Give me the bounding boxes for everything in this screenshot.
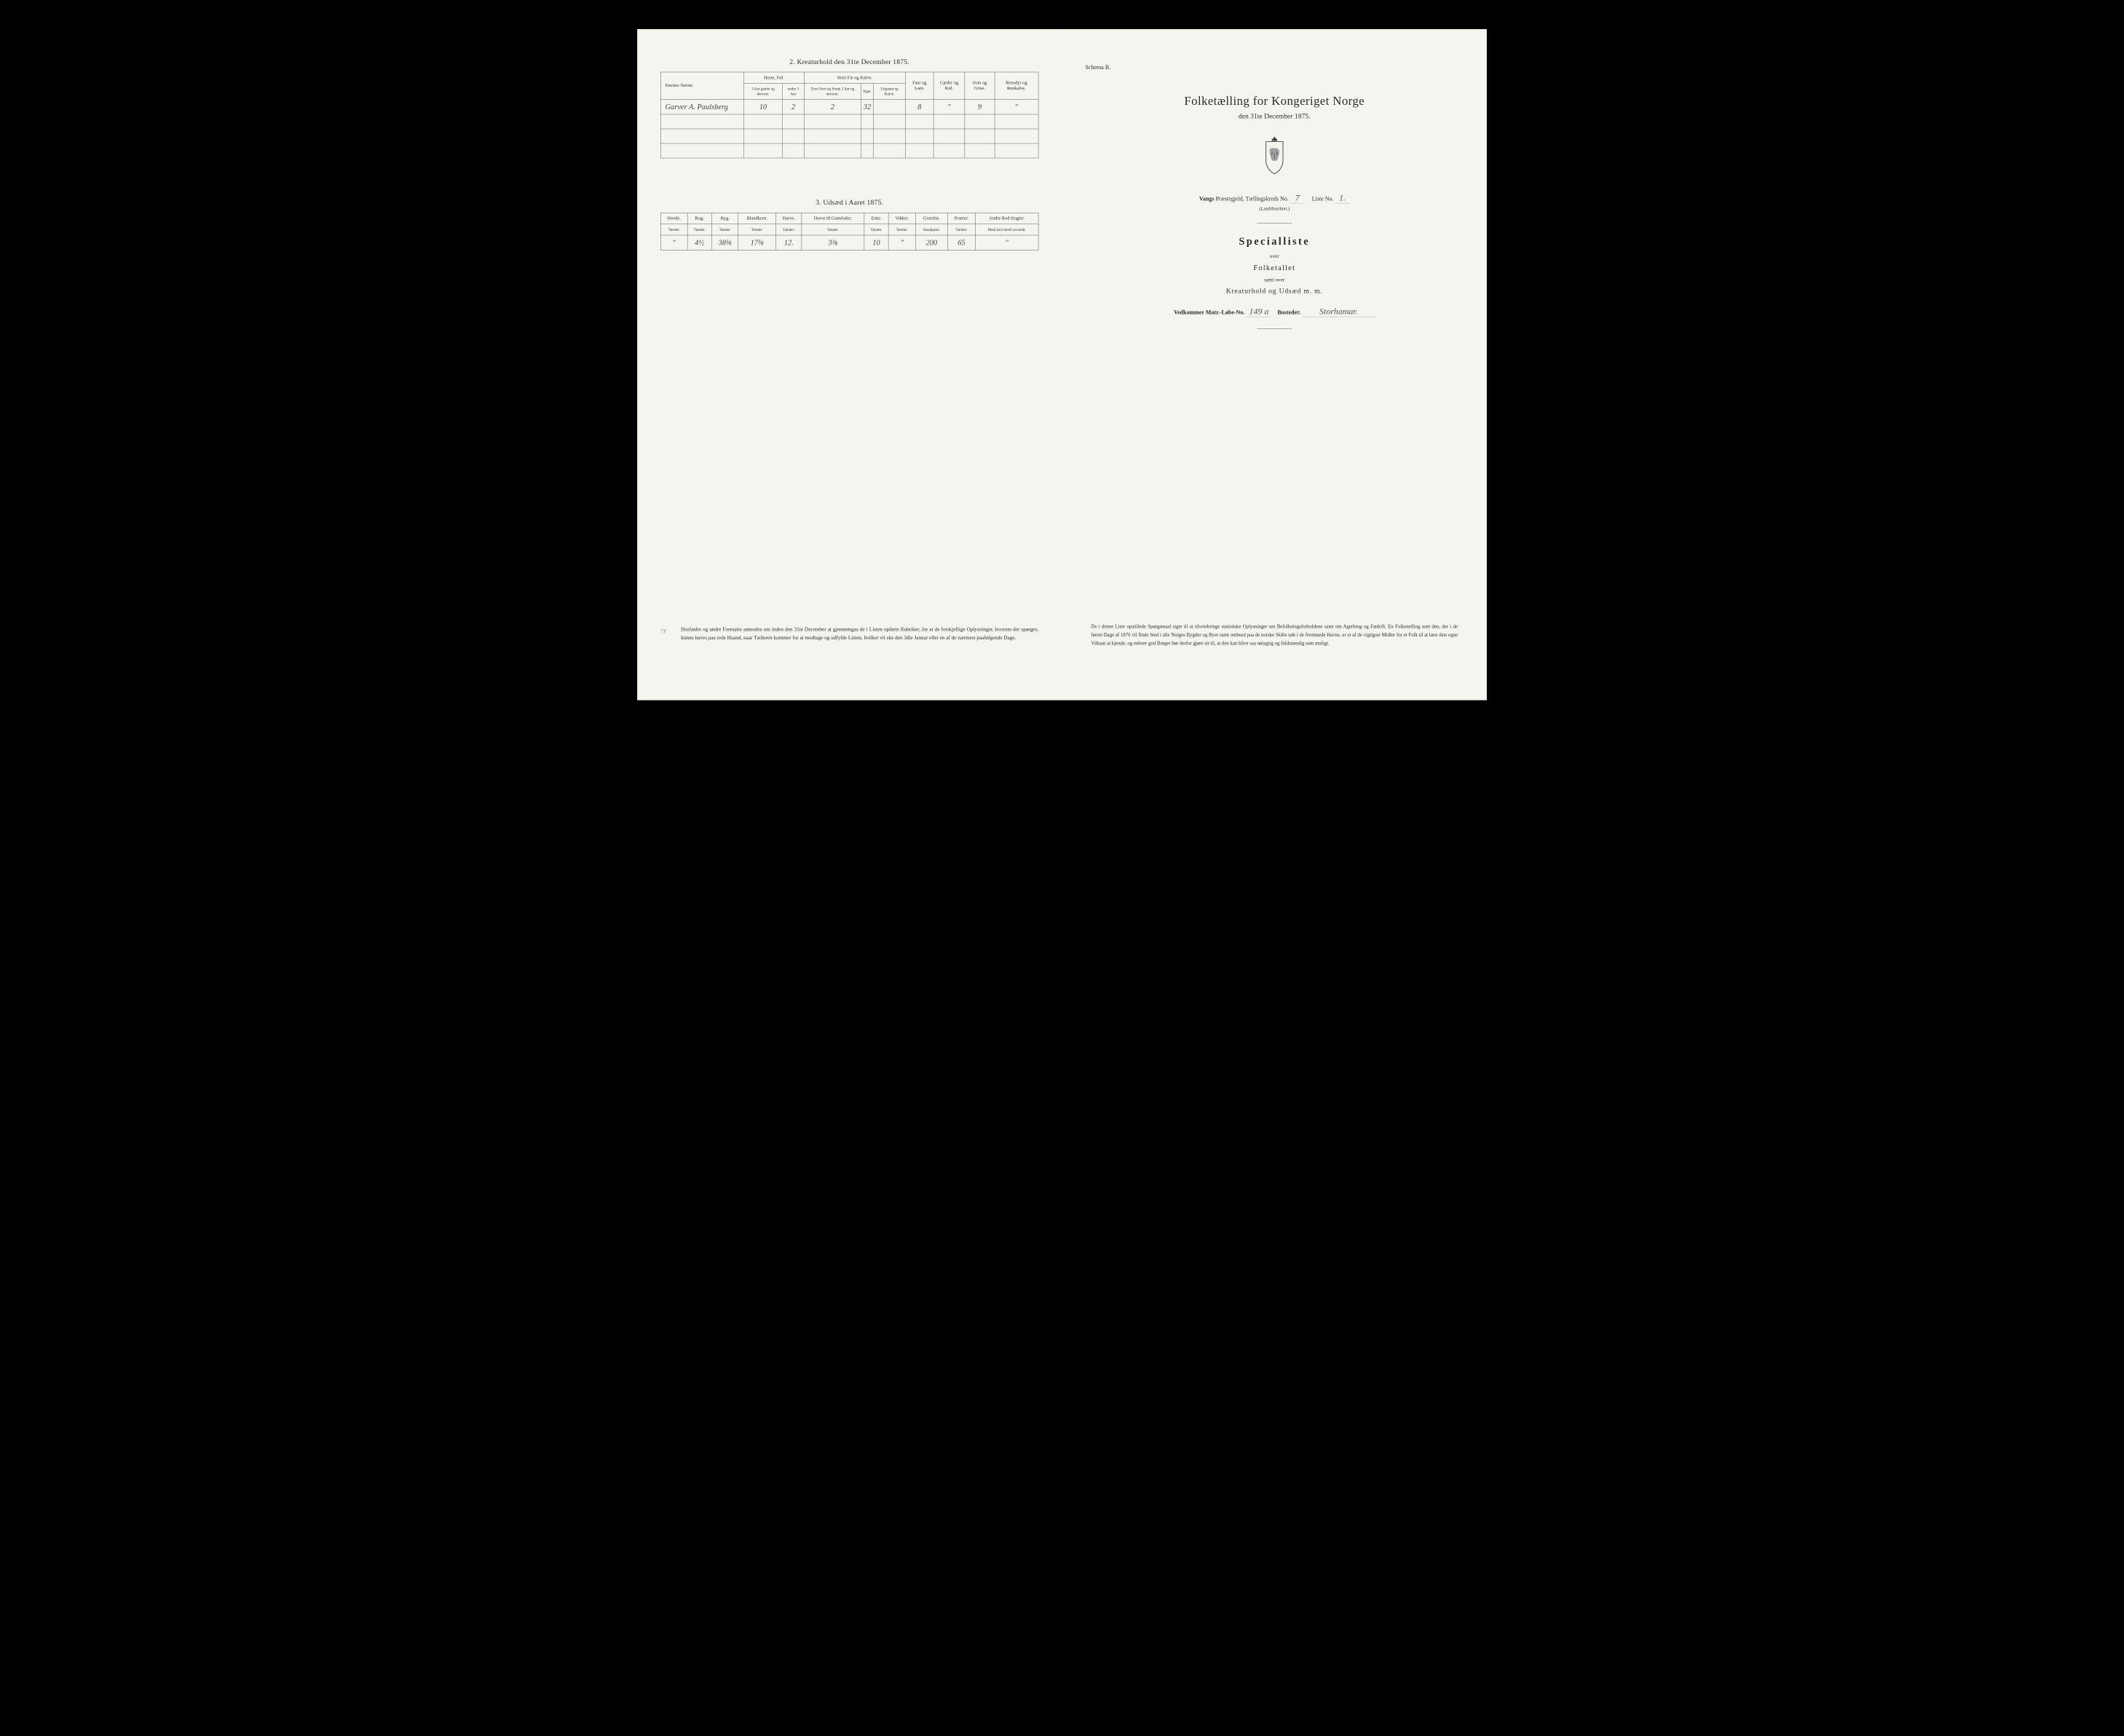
cell: 65 [947,235,975,250]
table-row: " 4½ 38⅝ 17⅝ 12. 3⅜ 10 " 200 65 " [660,235,1038,250]
col-faar: Faar og Lam. [905,72,933,100]
over-1: over [1086,253,1464,259]
table-row: Garver A. Paulsberg 10 2 2 32 8 " 9 " [660,100,1038,114]
left-footer-note: ☞ Husfædre og andre Foresatte anmodes om… [660,626,1038,642]
pointing-hand-icon: ☞ [660,626,675,639]
col-gjeder: Gjeder og Kid. [933,72,965,100]
cell: 10 [864,235,888,250]
specialliste-title: Specialliste [1086,235,1464,248]
section-2-title: 2. Kreaturhold den 31te December 1875. [660,58,1038,66]
coat-of-arms-icon [1257,135,1292,175]
owner-name: Garver A. Paulsberg [660,100,743,114]
cell: 4½ [687,235,711,250]
cell: 12. [776,235,802,250]
kreds-no: 7 [1290,193,1305,203]
col-erter: Erter. [864,213,888,224]
district-sub: (Landdistriktet.) [1086,206,1464,211]
col-hvede: Hvede. [660,213,687,224]
cell: 17⅝ [738,235,776,250]
cell [874,100,906,114]
col-eiernes-navne: Eiernes Navne. [660,72,743,100]
liste-no: 1. [1335,193,1350,203]
cell: 2 [782,100,804,114]
matr-no: 149 a [1246,307,1271,317]
cell: 2 [804,100,861,114]
col-graesfro: Græsfrø. [915,213,947,224]
cell: 10 [743,100,782,114]
unit: Tønder. [738,224,776,235]
unit: Tønder. [888,224,915,235]
sub-fae-2: Kjør. [861,84,873,100]
unit: Skaalpund. [915,224,947,235]
col-svin: Svin og Grise. [965,72,995,100]
col-vikker: Vikker. [888,213,915,224]
cell: 32 [861,100,873,114]
footer-text: Husfædre og andre Foresatte anmodes om i… [681,626,1038,642]
bostedet-value: Storhamar. [1302,307,1375,317]
table-row [660,129,1038,143]
sub-fae-1: Tyre Oxer og Stude 2 Aar og derover. [804,84,861,100]
cell: 200 [915,235,947,250]
col-havre-gron: Havre til Grønfoder. [802,213,864,224]
kreaturhold-title: Kreaturhold og Udsæd m. m. [1086,287,1464,295]
right-page: Schema B. Folketælling for Kongeriget No… [1062,29,1487,701]
bostedet-label: Bostedet: [1277,309,1300,316]
table-row [660,143,1038,158]
col-heste: Heste, Føl. [743,72,804,84]
col-fae: Stort Fæ og Kalve. [804,72,905,84]
district-prefix: Vangs [1199,196,1215,202]
cell: " [933,100,965,114]
unit: Tønder. [660,224,687,235]
col-rensdyr: Rensdyr og Renkalve. [995,72,1038,100]
unit: Tønder. [711,224,738,235]
liste-label: Liste No. [1312,196,1334,202]
right-footer-text: De i denne Liste opstillede Spørgsmaal s… [1091,623,1458,648]
sub-heste-2: under 3 Aar [782,84,804,100]
cell: " [888,235,915,250]
section-3-title: 3. Udsæd i Aaret 1875. [660,199,1038,207]
unit: Tønder. [802,224,864,235]
col-rug: Rug. [687,213,711,224]
schema-label: Schema B. [1086,64,1464,71]
table-row [660,114,1038,129]
sub-fae-3: Ungnaut og Kalve. [874,84,906,100]
cell: 9 [965,100,995,114]
col-blandkorn: Blandkorn. [738,213,776,224]
cell: 38⅝ [711,235,738,250]
cell: " [660,235,687,250]
district-line: Vangs Præstegjeld, Tællingskreds No. 7 L… [1086,193,1464,203]
sub-heste-1: 3 Aar gamle og derover. [743,84,782,100]
document-spread: 2. Kreaturhold den 31te December 1875. E… [637,29,1487,701]
unit: Tønder. [864,224,888,235]
col-havre: Havre. [776,213,802,224]
unit: Tønder. [776,224,802,235]
cell: 3⅜ [802,235,864,250]
folketallet: Folketallet [1086,264,1464,272]
main-title: Folketælling for Kongeriget Norge [1086,94,1464,108]
left-page: 2. Kreaturhold den 31te December 1875. E… [637,29,1062,701]
unit: Maal Jord dertil anvendt. [976,224,1038,235]
samt-over: samt over [1086,277,1464,283]
col-byg: Byg. [711,213,738,224]
vedkommer-line: Vedkommer Matr.-Løbe-No. 149 a Bostedet:… [1086,307,1464,317]
udsaed-table: Hvede. Rug. Byg. Blandkorn. Havre. Havre… [660,213,1038,250]
district-text: Præstegjeld, Tællingskreds No. [1215,196,1288,202]
col-andre: Andre Rod-frugter. [976,213,1038,224]
cell: " [976,235,1038,250]
col-poteter: Poteter. [947,213,975,224]
census-date: den 31te December 1875. [1086,112,1464,120]
kreaturhold-table: Eiernes Navne. Heste, Føl. Stort Fæ og K… [660,72,1038,158]
cell: " [995,100,1038,114]
unit: Tønder. [687,224,711,235]
vedkommer-label: Vedkommer Matr.-Løbe-No. [1174,309,1244,316]
cell: 8 [905,100,933,114]
unit: Tønder. [947,224,975,235]
